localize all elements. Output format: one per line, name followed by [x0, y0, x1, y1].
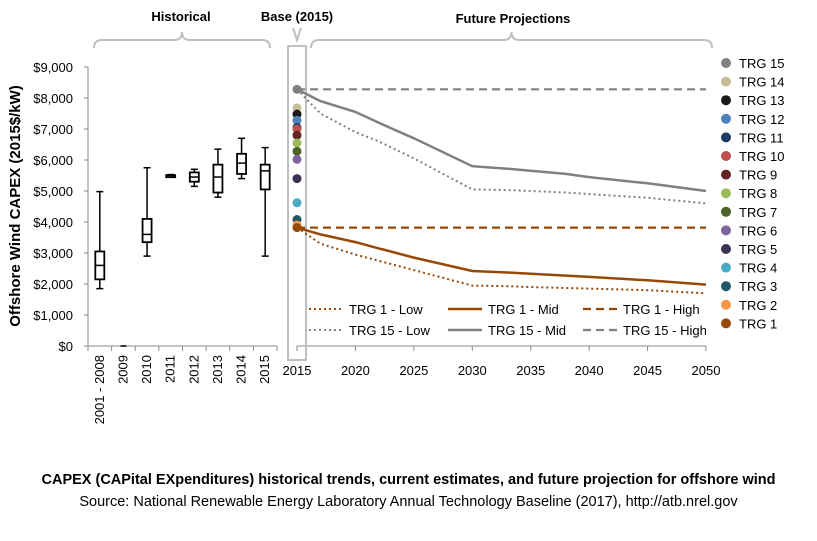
historical-category-label: 2015 [257, 355, 272, 384]
section-label-historical: Historical [151, 9, 210, 24]
legend-marker [721, 281, 731, 292]
legend-label: TRG 5 [739, 242, 777, 257]
base-point [292, 138, 302, 148]
y-tick-label: $1,000 [33, 308, 73, 323]
legend-label: TRG 14 [739, 75, 785, 90]
base-point [292, 146, 302, 156]
base-point [292, 223, 302, 233]
series-legend-label: TRG 1 - High [623, 302, 700, 317]
base-point [292, 198, 302, 208]
y-tick-label: $6,000 [33, 153, 73, 168]
series-legend-label: TRG 15 - Low [349, 323, 431, 338]
series-legend-label: TRG 15 - High [623, 323, 707, 338]
legend-label: TRG 9 [739, 168, 777, 183]
legend-marker [721, 318, 731, 329]
y-tick-label: $7,000 [33, 122, 73, 137]
legend-label: TRG 10 [739, 149, 785, 164]
box-body [141, 217, 153, 244]
legend-marker [721, 225, 731, 236]
legend-marker [721, 299, 731, 310]
y-tick-label: $3,000 [33, 246, 73, 261]
legend-marker [721, 113, 731, 124]
legend-marker [721, 262, 731, 273]
future-x-tick-label: 2035 [516, 363, 545, 378]
legend-marker [721, 206, 731, 217]
future-x-tick-label: 2030 [458, 363, 487, 378]
legend-marker [721, 188, 731, 199]
historical-category-label: 2010 [139, 355, 154, 384]
legend-label: TRG 4 [739, 261, 777, 276]
historical-category-label: 2011 [163, 355, 178, 383]
legend-marker [721, 244, 731, 254]
future-brace [310, 31, 713, 49]
base-point [292, 84, 302, 94]
legend-label: TRG 7 [739, 205, 777, 220]
base-point [292, 130, 302, 140]
y-tick-label: $4,000 [33, 215, 73, 230]
y-tick-label: $2,000 [33, 277, 73, 292]
box-body [236, 152, 247, 175]
y-axis-label: Offshore Wind CAPEX (2015$/kW) [7, 85, 24, 327]
historical-category-label: 2012 [186, 355, 201, 384]
legend-label: TRG 2 [739, 298, 777, 313]
y-tick-label: $8,000 [33, 91, 73, 106]
legend-label: TRG 1 [739, 316, 777, 331]
series-line [296, 226, 707, 286]
base-point [292, 174, 302, 184]
series-line [296, 226, 707, 295]
legend-marker [721, 169, 731, 180]
base-point [292, 115, 302, 125]
section-label-base: Base (2015) [261, 9, 333, 24]
caption-title: CAPEX (CAPital EXpenditures) historical … [41, 472, 776, 488]
historical-category-label: 2014 [234, 355, 249, 384]
y-tick-label: $5,000 [33, 184, 73, 199]
base-point [292, 109, 302, 119]
legend-marker [721, 76, 731, 87]
series-line [296, 88, 707, 193]
legend-label: TRG 11 [739, 130, 784, 145]
base-brace [292, 27, 302, 44]
legend-label: TRG 13 [739, 93, 785, 108]
y-tick-label: $0 [59, 339, 73, 354]
legend-marker [721, 95, 731, 106]
box-body [259, 163, 271, 191]
historical-category-label: 2009 [115, 355, 130, 384]
y-tick-label: $9,000 [33, 60, 73, 75]
future-x-tick-label: 2050 [692, 363, 721, 378]
future-x-tick-label: 2040 [575, 363, 604, 378]
historical-category-label: 2013 [210, 355, 225, 384]
series-legend-label: TRG 1 - Mid [488, 302, 559, 317]
box-body [212, 163, 224, 194]
historical-category-label: 2001 - 2008 [92, 355, 107, 424]
series-legend-label: TRG 15 - Mid [488, 323, 566, 338]
section-label-future: Future Projections [456, 11, 571, 26]
legend-marker [721, 132, 731, 143]
legend-marker [721, 58, 731, 68]
future-x-tick-label: 2025 [399, 363, 428, 378]
future-x-tick-label: 2045 [633, 363, 662, 378]
base-point [292, 103, 302, 113]
future-x-tick-label: 2015 [283, 363, 312, 378]
series-legend-label: TRG 1 - Low [349, 302, 423, 317]
legend-label: TRG 8 [739, 186, 777, 201]
base-point [292, 124, 302, 134]
caption-source: Source: National Renewable Energy Labora… [79, 494, 738, 510]
legend-label: TRG 15 [739, 56, 785, 71]
legend-marker [721, 151, 731, 161]
historical-brace [93, 31, 271, 49]
legend-label: TRG 12 [739, 112, 785, 127]
base-point [292, 154, 302, 164]
legend-label: TRG 6 [739, 223, 777, 238]
future-x-tick-label: 2020 [341, 363, 370, 378]
series-line [296, 88, 707, 205]
base-year-frame [287, 45, 307, 361]
legend-label: TRG 3 [739, 279, 777, 294]
